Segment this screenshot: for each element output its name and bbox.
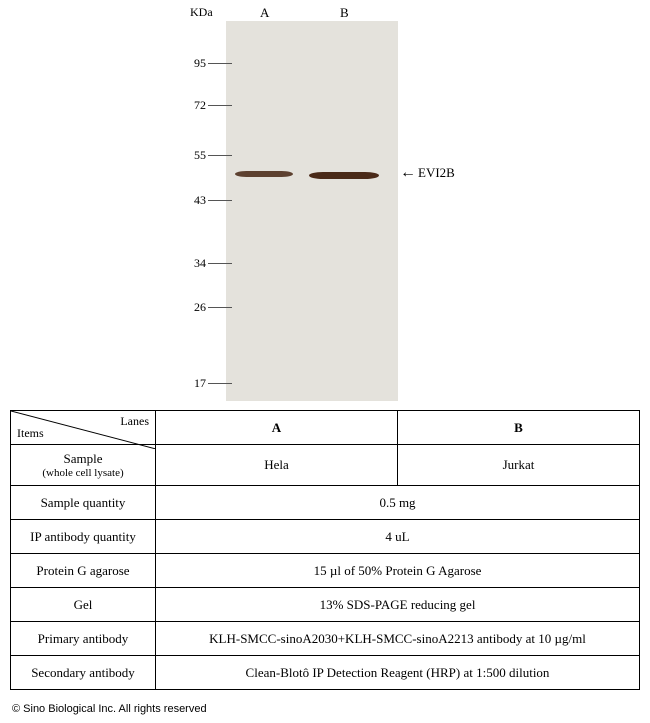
mw-marker-tick — [208, 105, 232, 106]
mw-marker-label: 43 — [184, 193, 206, 208]
lane-label: A — [260, 5, 269, 21]
target-arrow: ← EVI2B — [400, 165, 455, 181]
row-value: Hela — [156, 445, 398, 486]
row-value: 4 uL — [156, 520, 640, 554]
diag-bottom: Items — [17, 426, 44, 441]
mw-marker-label: 17 — [184, 376, 206, 391]
diag-top: Lanes — [120, 414, 149, 429]
row-value: 13% SDS-PAGE reducing gel — [156, 588, 640, 622]
mw-marker-label: 34 — [184, 256, 206, 271]
mw-marker-tick — [208, 307, 232, 308]
mw-marker-tick — [208, 200, 232, 201]
mw-marker-tick — [208, 263, 232, 264]
column-header: A — [156, 411, 398, 445]
mw-marker-label: 26 — [184, 300, 206, 315]
mw-marker-label: 95 — [184, 56, 206, 71]
row-value: 0.5 mg — [156, 486, 640, 520]
row-value: Clean-Blotô IP Detection Reagent (HRP) a… — [156, 656, 640, 690]
row-label: Secondary antibody — [11, 656, 156, 690]
western-blot-figure: 95 72 55 43 34 26 17 A B KDa ← EVI2B — [170, 5, 460, 405]
column-header: B — [398, 411, 640, 445]
blot-membrane — [226, 21, 398, 401]
protein-band — [235, 171, 293, 177]
arrow-icon: ← — [400, 165, 416, 181]
table-header-diag: Lanes Items — [11, 411, 156, 445]
protein-band — [309, 172, 379, 179]
row-label: Sample quantity — [11, 486, 156, 520]
row-label: Gel — [11, 588, 156, 622]
target-label: EVI2B — [418, 165, 455, 181]
mw-marker-tick — [208, 383, 232, 384]
row-label: Protein G agarose — [11, 554, 156, 588]
mw-marker-label: 55 — [184, 148, 206, 163]
mw-marker-tick — [208, 63, 232, 64]
row-label: Sample(whole cell lysate) — [11, 445, 156, 486]
row-value: KLH-SMCC-sinoA2030+KLH-SMCC-sinoA2213 an… — [156, 622, 640, 656]
mw-marker-label: 72 — [184, 98, 206, 113]
unit-label: KDa — [190, 5, 213, 20]
row-value: Jurkat — [398, 445, 640, 486]
copyright-text: © Sino Biological Inc. All rights reserv… — [12, 703, 207, 715]
lane-label: B — [340, 5, 349, 21]
row-label: IP antibody quantity — [11, 520, 156, 554]
row-value: 15 µl of 50% Protein G Agarose — [156, 554, 640, 588]
mw-marker-tick — [208, 155, 232, 156]
row-label: Primary antibody — [11, 622, 156, 656]
experiment-table: Lanes Items AB Sample(whole cell lysate)Hel… — [10, 410, 640, 690]
